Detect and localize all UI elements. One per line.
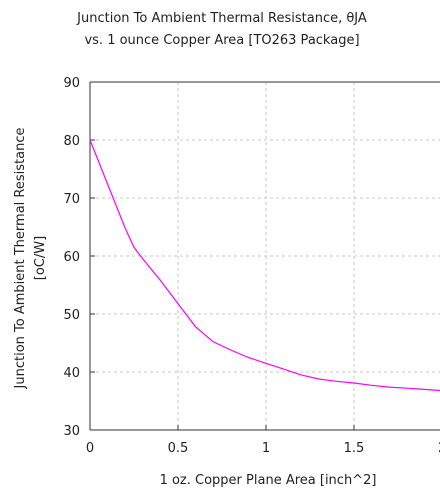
x-axis-label: 1 oz. Copper Plane Area [inch^2] bbox=[160, 473, 377, 488]
x-tick-label: 0.5 bbox=[168, 441, 189, 456]
x-tick-label: 1 bbox=[262, 441, 270, 456]
x-tick-label: 2 bbox=[438, 441, 440, 456]
y-tick-label: 70 bbox=[63, 192, 80, 207]
x-tick-label: 1.5 bbox=[344, 441, 365, 456]
chart-title: Junction To Ambient Thermal Resistance, … bbox=[76, 11, 367, 48]
x-tick-labels: 0 0.5 1 1.5 2 bbox=[86, 441, 440, 456]
y-tick-label: 60 bbox=[63, 250, 80, 265]
y-tick-label: 50 bbox=[63, 308, 80, 323]
series-line-0 bbox=[90, 139, 440, 392]
y-tick-labels: 30 40 50 60 70 80 90 bbox=[63, 76, 80, 439]
y-axis-label-line: Junction To Ambient Thermal Resistance bbox=[13, 128, 28, 390]
chart-title-line: Junction To Ambient Thermal Resistance, … bbox=[76, 11, 367, 26]
y-tick-label: 80 bbox=[63, 134, 80, 149]
grid bbox=[90, 82, 440, 430]
series-group bbox=[90, 139, 440, 392]
y-tick-label: 90 bbox=[63, 76, 80, 91]
y-axis-label: Junction To Ambient Thermal Resistance [o… bbox=[13, 128, 48, 390]
x-axis-label-text: 1 oz. Copper Plane Area [inch^2] bbox=[160, 473, 377, 488]
chart-title-line: vs. 1 ounce Copper Area [TO263 Package] bbox=[84, 33, 359, 48]
x-tick-label: 0 bbox=[86, 441, 94, 456]
y-axis-label-line: [oC/W] bbox=[33, 236, 48, 280]
y-tick-label: 40 bbox=[63, 366, 80, 381]
y-tick-label: 30 bbox=[63, 424, 80, 439]
